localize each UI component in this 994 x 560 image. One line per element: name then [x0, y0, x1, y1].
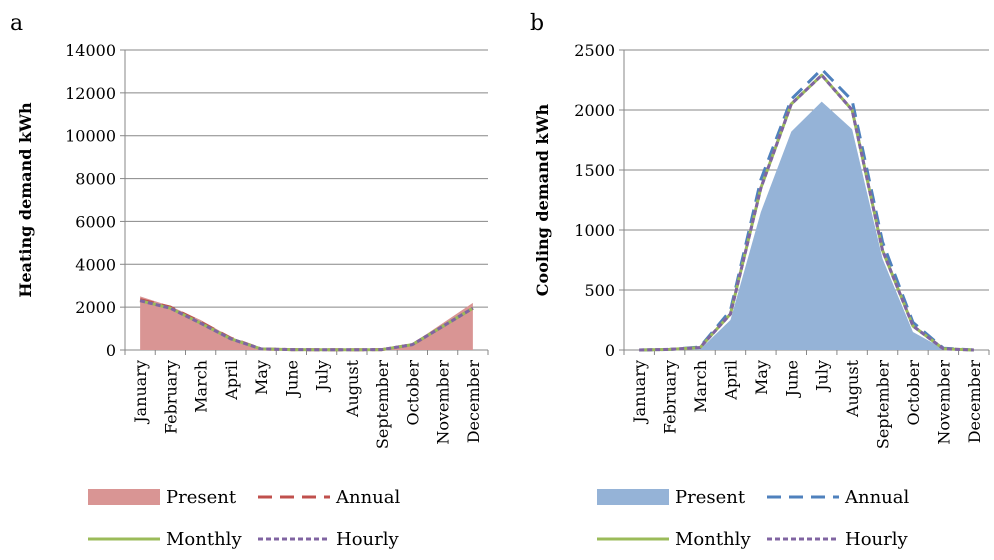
cooling-x-tick-label: July [813, 360, 832, 393]
cooling-legend-label-annual: Annual [844, 487, 910, 508]
cooling-legend: Present Annual Monthly Hourly [597, 487, 910, 550]
heating-x-tick-label: February [161, 360, 180, 434]
cooling-legend-label-monthly: Monthly [675, 529, 751, 550]
cooling-y-axis-label: Cooling demand kWh [533, 103, 552, 296]
cooling-x-tick-label: August [843, 359, 862, 418]
heating-x-tick-label: December [464, 360, 483, 444]
cooling-x-tick-label: January [630, 360, 649, 425]
cooling-y-tick-label: 2500 [574, 41, 615, 60]
heating-legend: Present Annual Monthly Hourly [88, 487, 401, 550]
heating-x-tick-label: October [403, 360, 422, 426]
cooling-y-tick-label: 500 [584, 281, 615, 300]
heating-x-tick-label: April [222, 360, 241, 401]
cooling-x-tick-label: April [721, 360, 740, 401]
cooling-x-tick-label: February [661, 360, 680, 434]
cooling-demand-svg: b 0 500 1000 1500 2000 2500 January February Mar… [530, 11, 990, 550]
cooling-series-present-area [639, 101, 974, 350]
heating-x-tick-label: November [434, 360, 453, 445]
cooling-demand-chart: b 0 500 1000 1500 2000 2500 January February Mar… [497, 0, 994, 556]
heating-legend-label-present: Present [166, 487, 237, 508]
cooling-y-tick-label: 1000 [574, 221, 615, 240]
heating-y-tick-label: 14000 [65, 41, 116, 60]
heating-legend-label-annual: Annual [335, 487, 401, 508]
heating-x-tick-label: May [252, 360, 271, 395]
heating-x-tick-label: January [131, 360, 150, 425]
cooling-x-tick-label: June [782, 360, 801, 399]
heating-demand-svg: a 0 2000 4000 6000 8000 10000 12000 14000 Januar… [10, 11, 489, 550]
heating-plot-area: 0 2000 4000 6000 8000 10000 12000 14000 January F… [65, 41, 489, 449]
heating-y-tick-label: 6000 [75, 212, 116, 231]
heating-y-tick-label: 8000 [75, 170, 116, 189]
cooling-legend-swatch-present [597, 489, 669, 505]
heating-y-tick-label: 12000 [65, 84, 116, 103]
heating-y-axis-label: Heating demand kWh [16, 102, 35, 298]
cooling-legend-label-present: Present [675, 487, 746, 508]
cooling-legend-label-hourly: Hourly [845, 529, 908, 550]
heating-x-tick-label: March [192, 360, 211, 413]
heating-y-tick-label: 0 [106, 341, 116, 360]
cooling-x-tick-label: May [752, 360, 771, 395]
cooling-plot-area: 0 500 1000 1500 2000 2500 January February March… [574, 41, 990, 449]
heating-legend-label-monthly: Monthly [166, 529, 242, 550]
panel-label-a: a [10, 11, 23, 36]
heating-series-hourly-line [139, 299, 474, 352]
cooling-x-tick-label: March [691, 360, 710, 413]
cooling-x-tick-label: October [904, 360, 923, 426]
heating-y-tick-label: 2000 [75, 298, 116, 317]
heating-x-tick-label: August [343, 359, 362, 418]
panel-label-b: b [530, 11, 544, 36]
heating-demand-chart: a 0 2000 4000 6000 8000 10000 12000 14000 Januar… [0, 0, 497, 556]
cooling-y-tick-label: 2000 [574, 101, 615, 120]
heating-y-tick-label: 4000 [75, 255, 116, 274]
heating-x-tick-label: September [373, 360, 392, 449]
heating-y-tick-label: 10000 [65, 127, 116, 146]
cooling-y-tick-label: 0 [605, 341, 615, 360]
heating-x-tick-label: July [313, 360, 332, 393]
cooling-y-tick-label: 1500 [574, 161, 615, 180]
cooling-x-tick-label: November [934, 360, 953, 445]
heating-x-tick-label: June [282, 360, 301, 399]
cooling-x-tick-label: September [874, 360, 893, 449]
cooling-series-hourly-line [639, 73, 974, 352]
heating-legend-label-hourly: Hourly [336, 529, 399, 550]
heating-legend-swatch-present [88, 489, 160, 505]
heating-series-present-area [140, 296, 473, 350]
cooling-x-tick-label: December [965, 360, 984, 444]
